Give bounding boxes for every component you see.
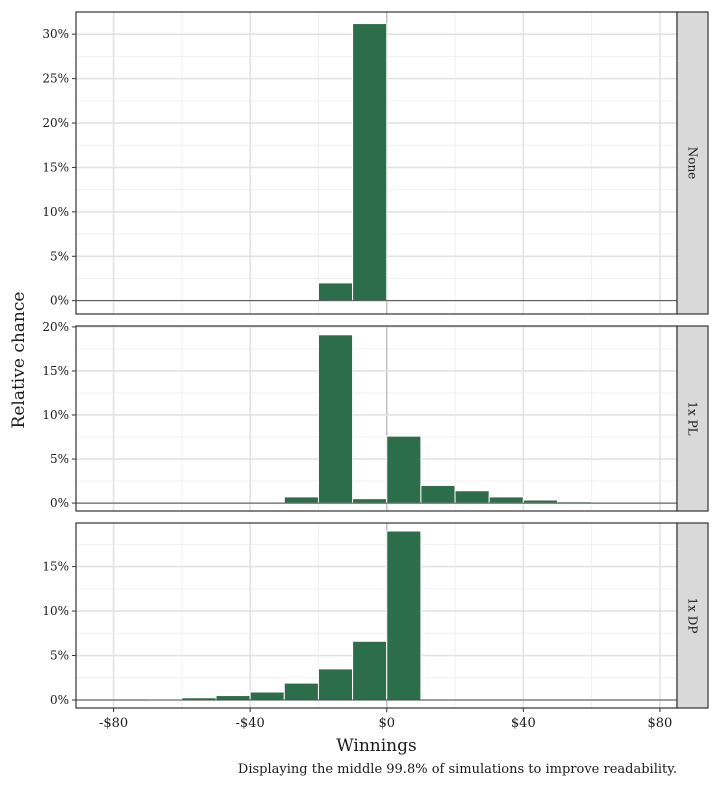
facet-strip bbox=[676, 325, 709, 512]
histogram-bar bbox=[283, 496, 319, 504]
y-tick-label: 5% bbox=[50, 249, 69, 263]
facet-label: None bbox=[686, 147, 700, 180]
y-tick-label: 25% bbox=[42, 72, 69, 86]
y-tick-label: 20% bbox=[42, 116, 69, 130]
panel-background bbox=[76, 326, 677, 511]
histogram-bar bbox=[420, 484, 456, 504]
histogram-bar bbox=[283, 682, 319, 701]
y-tick-label: 10% bbox=[42, 604, 69, 618]
x-tick-label: $40 bbox=[511, 716, 536, 731]
histogram-bar bbox=[317, 282, 354, 302]
x-tick-label: $80 bbox=[648, 716, 673, 731]
y-tick-label: 5% bbox=[50, 452, 69, 466]
facet-strip bbox=[676, 522, 709, 709]
facet-label: 1x DP bbox=[686, 598, 700, 634]
y-tick-label: 0% bbox=[50, 693, 69, 707]
y-tick-label: 10% bbox=[42, 205, 69, 219]
y-tick-label: 5% bbox=[50, 649, 69, 663]
histogram-bar bbox=[352, 498, 388, 504]
facet-label: 1x PL bbox=[686, 401, 700, 435]
y-tick-label: 0% bbox=[50, 294, 69, 308]
x-tick-label: -$40 bbox=[236, 716, 265, 731]
histogram-bar bbox=[386, 435, 422, 504]
x-tick-label: $0 bbox=[378, 716, 395, 731]
y-axis-title: Relative chance bbox=[9, 292, 29, 429]
histogram-bar bbox=[317, 668, 354, 701]
y-tick-label: 10% bbox=[42, 408, 69, 422]
histogram-bar bbox=[352, 23, 388, 302]
chart-caption: Displaying the middle 99.8% of simulatio… bbox=[237, 762, 677, 777]
x-axis-title: Winnings bbox=[336, 736, 417, 756]
y-tick-label: 20% bbox=[42, 320, 69, 334]
histogram-bar bbox=[352, 640, 388, 701]
y-tick-label: 15% bbox=[42, 364, 69, 378]
y-tick-label: 15% bbox=[42, 560, 69, 574]
facet-strip bbox=[676, 11, 709, 315]
y-tick-label: 30% bbox=[42, 27, 69, 41]
histogram-bar bbox=[215, 695, 251, 701]
y-tick-label: 0% bbox=[50, 496, 69, 510]
histogram-bar bbox=[386, 530, 422, 701]
histogram-bar bbox=[488, 496, 524, 504]
x-tick-label: -$80 bbox=[99, 716, 128, 731]
y-tick-label: 15% bbox=[42, 160, 69, 174]
histogram-bar bbox=[454, 490, 490, 504]
histogram-bar bbox=[317, 334, 354, 504]
histogram-bar bbox=[249, 691, 285, 701]
